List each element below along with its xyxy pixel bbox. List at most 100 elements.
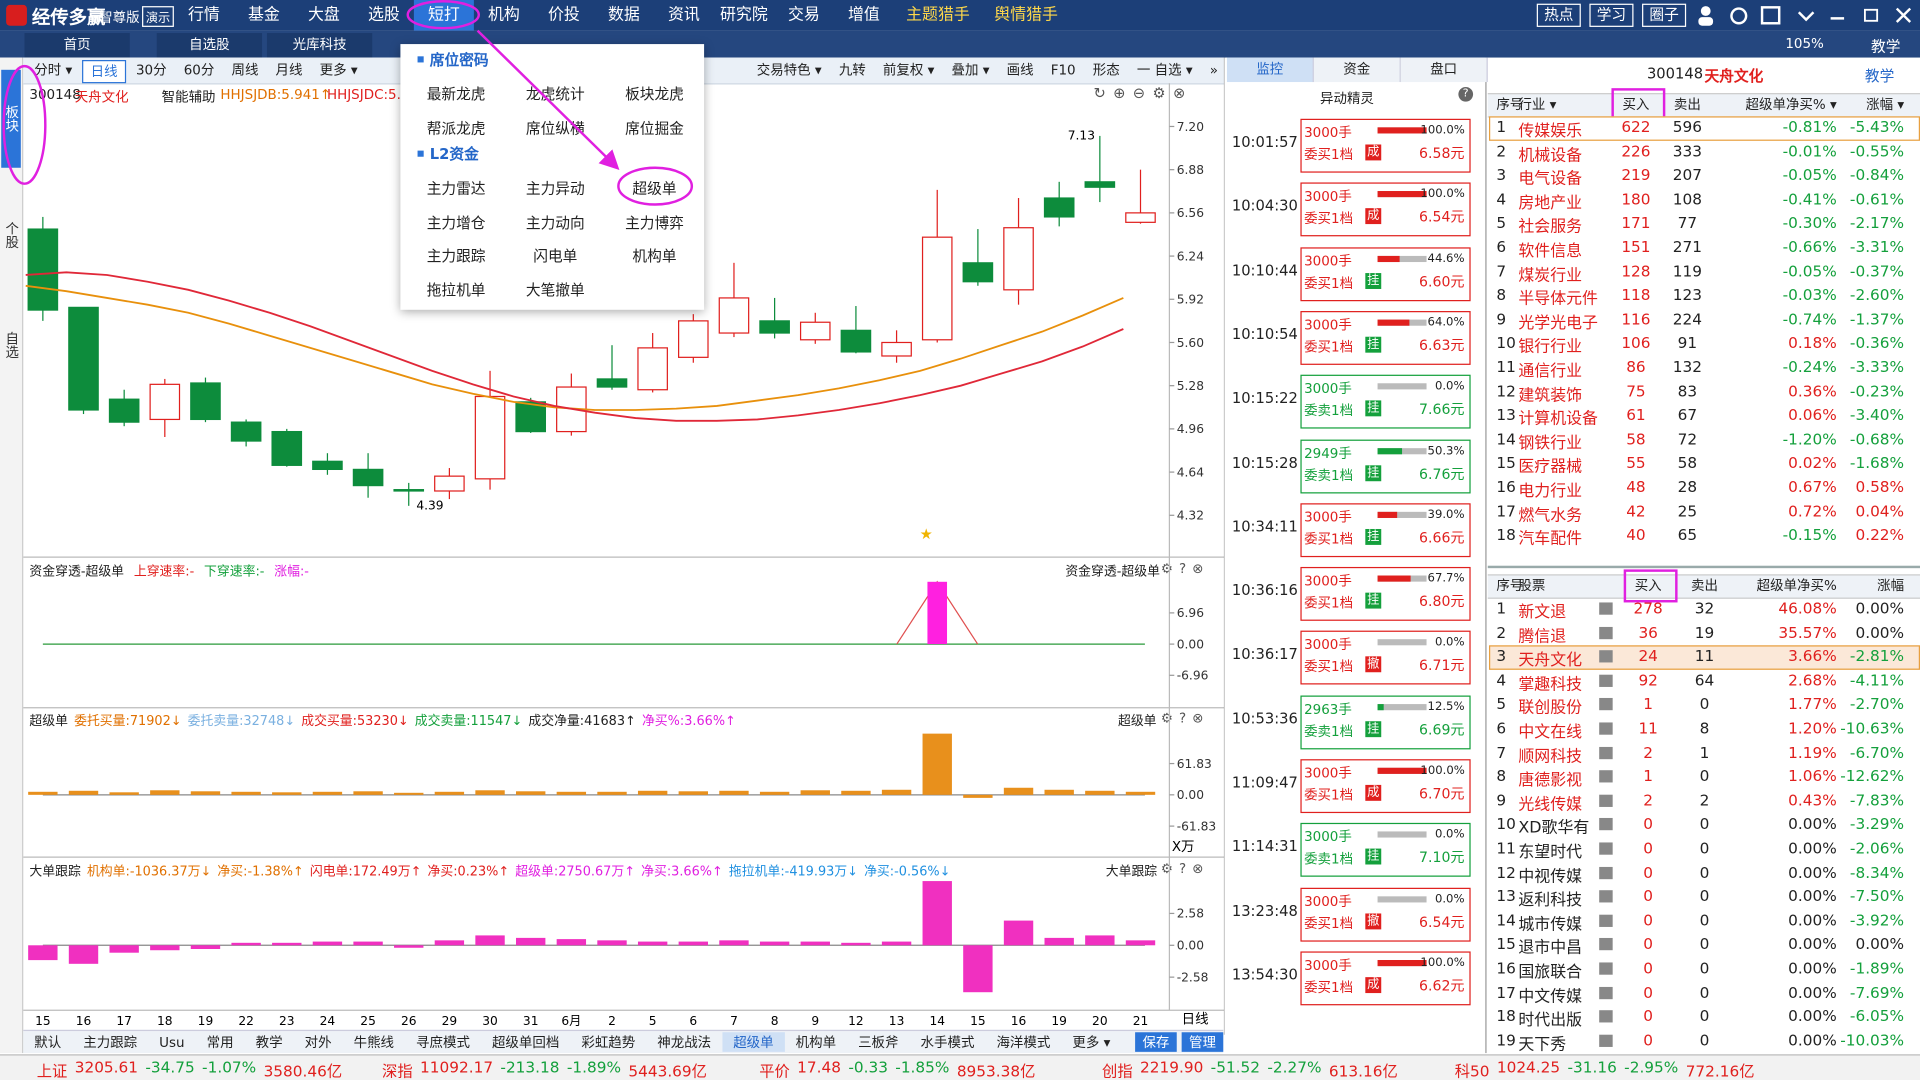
alert-box[interactable] <box>1300 951 1471 1006</box>
alert-box[interactable] <box>1300 118 1471 173</box>
period-button[interactable]: 更多 ▾ <box>319 62 358 79</box>
chart-tool[interactable]: 画线 <box>1006 62 1034 79</box>
chart-icons[interactable]: ↻⊕⊖⚙⊗ <box>1093 84 1193 102</box>
table-header[interactable]: 超级单净买% ▾ <box>1745 96 1837 113</box>
menu-option[interactable]: 席位纵横 <box>525 119 585 137</box>
alert-box[interactable] <box>1300 310 1471 365</box>
bottom-button[interactable]: 管理 <box>1181 1032 1224 1052</box>
table-header[interactable]: 行业 ▾ <box>1518 96 1557 113</box>
menu-item[interactable]: 数据 <box>607 6 640 25</box>
bottom-tab[interactable]: 超级单回档 <box>491 1034 560 1051</box>
right-teach-link[interactable]: 教学 <box>1864 67 1895 85</box>
table-header[interactable]: 序号 <box>1496 577 1524 594</box>
menu-option[interactable]: 主力增仓 <box>426 213 486 231</box>
monitor-tab[interactable]: 监控 <box>1226 57 1314 83</box>
alert-box[interactable] <box>1300 567 1471 621</box>
table-header[interactable]: 卖出 <box>1673 96 1701 113</box>
help-icon[interactable]: ? <box>1458 86 1474 102</box>
smart-assist[interactable]: 智能辅助 <box>161 89 216 106</box>
menu-option[interactable]: 席位掘金 <box>625 119 684 137</box>
menu-option[interactable]: 机构单 <box>632 247 677 265</box>
settings-icon[interactable] <box>1730 7 1748 25</box>
period-button[interactable]: 60分 <box>183 62 215 79</box>
side-tab[interactable]: 个股 <box>3 221 20 249</box>
period-button[interactable]: 周线 <box>231 62 259 79</box>
alert-box[interactable] <box>1300 695 1471 750</box>
side-tab[interactable]: 自选 <box>3 331 20 359</box>
menu-item[interactable]: 大盘 <box>307 6 340 25</box>
top-button[interactable]: 热点 <box>1536 3 1581 27</box>
tab[interactable]: 自选股 <box>156 33 263 58</box>
bottom-tab[interactable]: 默认 <box>34 1034 62 1051</box>
table-header[interactable]: 卖出 <box>1691 577 1718 594</box>
selected-row[interactable] <box>1488 116 1920 141</box>
menu-option[interactable]: 最新龙虎 <box>426 85 486 103</box>
period-button[interactable]: 日线 <box>82 60 127 84</box>
bottom-tab[interactable]: 三板斧 <box>858 1034 899 1051</box>
top-button[interactable]: 圈子 <box>1642 3 1687 27</box>
alert-box[interactable] <box>1300 182 1471 237</box>
bottom-tab[interactable]: 彩虹趋势 <box>581 1034 636 1051</box>
bottom-tab[interactable]: 神龙战法 <box>657 1034 712 1051</box>
menu-item[interactable]: 交易 <box>787 6 820 25</box>
menu-item[interactable]: 研究院 <box>719 6 768 25</box>
selected-row[interactable] <box>1488 645 1920 671</box>
panel-icons[interactable]: ⚙?⊗ <box>1160 560 1210 577</box>
close-icon[interactable] <box>1895 7 1912 23</box>
menu-option[interactable]: 主力异动 <box>525 180 585 198</box>
panel-icons[interactable]: ⚙?⊗ <box>1160 860 1210 877</box>
alert-box[interactable] <box>1300 887 1471 942</box>
menu-option[interactable]: 主力雷达 <box>426 180 486 198</box>
bottom-tab[interactable]: 教学 <box>255 1034 283 1051</box>
tab[interactable]: 光库科技 <box>266 33 373 58</box>
bottom-tab[interactable]: 机构单 <box>795 1034 837 1051</box>
table-header[interactable]: 序号 <box>1496 96 1524 113</box>
top-button[interactable]: 学习 <box>1589 3 1634 27</box>
panel-icons[interactable]: ⚙?⊗ <box>1160 710 1210 727</box>
menu-item[interactable]: 主题猎手 <box>906 6 970 25</box>
chart-tool[interactable]: 前复权 ▾ <box>882 62 935 79</box>
alert-box[interactable] <box>1300 823 1471 878</box>
menu-option[interactable]: 龙虎统计 <box>525 85 585 103</box>
chart-tool[interactable]: 叠加 ▾ <box>951 62 990 79</box>
bottom-tab[interactable]: 主力跟踪 <box>83 1034 138 1051</box>
tab[interactable]: 首页 <box>24 33 130 58</box>
menu-option[interactable]: 主力动向 <box>525 213 585 231</box>
bottom-tab[interactable]: 寻庶模式 <box>416 1034 470 1051</box>
bottom-tab[interactable]: Usu <box>159 1034 185 1051</box>
period-button[interactable]: 30分 <box>135 62 167 79</box>
menu-item[interactable]: 价投 <box>547 6 580 25</box>
table-header[interactable]: 超级单净买% <box>1756 577 1837 594</box>
menu-item[interactable]: 行情 <box>187 6 220 25</box>
menu-item[interactable]: 机构 <box>487 6 520 25</box>
period-button[interactable]: 月线 <box>275 62 303 79</box>
alert-box[interactable] <box>1300 759 1471 814</box>
teach-link[interactable]: 教学 <box>1871 37 1901 56</box>
dropdown-icon[interactable] <box>1797 11 1815 22</box>
bottom-tab[interactable]: 常用 <box>206 1034 234 1051</box>
chart-tool[interactable]: 一 自选 ▾ <box>1136 62 1193 79</box>
monitor-tab[interactable]: 盘口 <box>1400 57 1488 83</box>
bottom-tab[interactable]: 对外 <box>304 1034 332 1051</box>
table-header[interactable]: 股票 <box>1518 577 1546 594</box>
menu-option[interactable]: 拖拉机单 <box>426 281 486 299</box>
menu-option[interactable]: 主力跟踪 <box>426 247 486 265</box>
menu-option[interactable]: 闪电单 <box>533 247 578 265</box>
chart-tool[interactable]: 九转 <box>838 62 866 79</box>
menu-option[interactable]: 板块龙虎 <box>625 85 684 103</box>
menu-option[interactable]: 超级单 <box>632 180 677 198</box>
alert-box[interactable] <box>1300 374 1471 429</box>
alert-box[interactable] <box>1300 438 1471 493</box>
menu-item[interactable]: 舆情猎手 <box>994 6 1058 25</box>
menu-item[interactable]: 基金 <box>247 6 280 25</box>
chart-tool[interactable]: » <box>1209 62 1218 79</box>
chart-tool[interactable]: F10 <box>1050 62 1076 79</box>
bottom-tab[interactable]: 超级单 <box>722 1032 785 1052</box>
table-header[interactable]: 涨幅 <box>1877 577 1905 594</box>
chart-tool[interactable]: 交易特色 ▾ <box>756 62 822 79</box>
menu-item[interactable]: 选股 <box>367 6 400 25</box>
alert-box[interactable] <box>1300 246 1471 301</box>
menu-option[interactable]: 帮派龙虎 <box>426 119 486 137</box>
bottom-tab[interactable]: 牛熊线 <box>353 1034 395 1051</box>
monitor-tab[interactable]: 资金 <box>1313 57 1401 83</box>
